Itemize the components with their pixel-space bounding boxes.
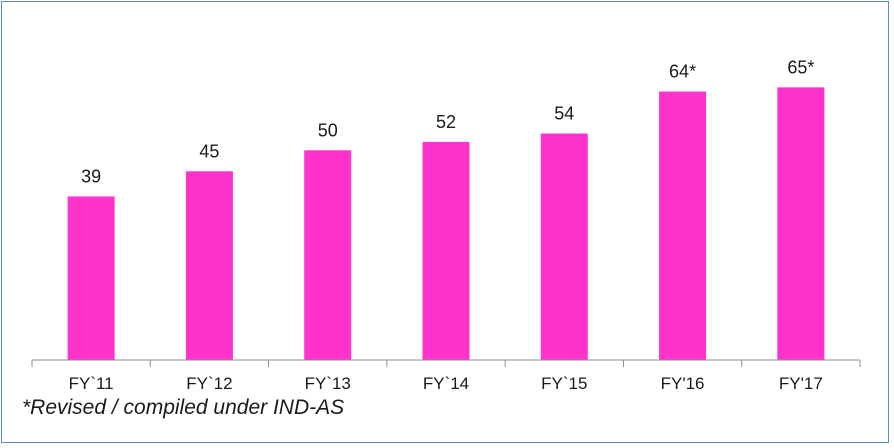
- bar-value-label: 64*: [669, 62, 696, 82]
- bar: [185, 171, 233, 360]
- bar-value-label: 52: [436, 112, 456, 132]
- x-tick-label: FY`13: [305, 374, 351, 393]
- x-tick-label: FY`12: [186, 374, 232, 393]
- footnote: *Revised / compiled under IND-AS: [22, 396, 345, 419]
- x-tick-label: FY`14: [423, 374, 469, 393]
- x-axis: [31, 359, 861, 367]
- bar: [540, 133, 588, 360]
- bar: [67, 196, 115, 360]
- x-tick-label: FY`11: [69, 374, 114, 393]
- x-tick-label: FY'17: [779, 374, 823, 393]
- bars-layer: [67, 87, 825, 361]
- x-tick-label: FY'16: [661, 374, 705, 393]
- bar-value-label: 54: [554, 104, 574, 124]
- bar-value-label: 45: [199, 141, 219, 161]
- x-tick-labels-layer: FY`11 FY`12 FY`13 FY`14 FY`15 FY'16 FY'17: [69, 374, 823, 393]
- bar-value-label: 39: [81, 166, 101, 186]
- bar-value-label: 50: [318, 120, 338, 140]
- bar: [422, 141, 470, 360]
- bar: [659, 91, 707, 361]
- value-labels-layer: 39 45 50 52 54 64* 65*: [81, 57, 814, 186]
- bar: [304, 150, 352, 360]
- bar-value-label: 65*: [787, 57, 814, 77]
- x-tick-label: FY`15: [541, 374, 587, 393]
- bar: [777, 87, 825, 360]
